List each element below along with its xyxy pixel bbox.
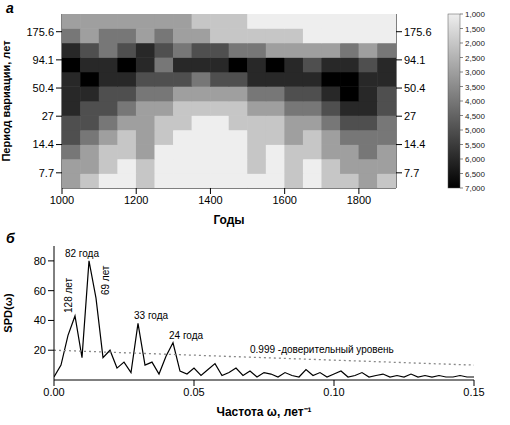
svg-text:27: 27	[404, 110, 416, 122]
html-text:a: a	[6, 0, 14, 16]
svg-text:4,000: 4,000	[465, 97, 486, 106]
svg-text:SPD(ω): SPD(ω)	[2, 293, 14, 333]
svg-text:Частота ω, лет⁻¹: Частота ω, лет⁻¹	[216, 405, 311, 419]
svg-text:0.15: 0.15	[463, 386, 484, 398]
svg-text:0.999 -доверительный уровень: 0.999 -доверительный уровень	[250, 344, 394, 355]
svg-text:3,000: 3,000	[465, 68, 486, 77]
svg-text:7.7: 7.7	[39, 167, 54, 179]
svg-text:27: 27	[42, 110, 54, 122]
svg-text:1000: 1000	[50, 194, 74, 206]
svg-text:33 года: 33 года	[134, 310, 169, 321]
svg-text:50.4: 50.4	[404, 82, 425, 94]
svg-text:1600: 1600	[272, 194, 296, 206]
svg-text:1400: 1400	[198, 194, 222, 206]
svg-text:69 лет: 69 лет	[100, 265, 111, 295]
svg-text:20: 20	[34, 344, 46, 356]
svg-text:0.05: 0.05	[183, 386, 204, 398]
svg-text:94.1: 94.1	[404, 54, 425, 66]
svg-text:175.6: 175.6	[26, 26, 54, 38]
svg-text:14.4: 14.4	[33, 138, 54, 150]
svg-text:0.00: 0.00	[43, 386, 64, 398]
svg-text:Годы: Годы	[213, 213, 244, 227]
svg-text:7,000: 7,000	[465, 184, 486, 193]
svg-text:6,500: 6,500	[465, 170, 486, 179]
svg-text:128 лет: 128 лет	[63, 277, 74, 313]
svg-text:2,000: 2,000	[465, 39, 486, 48]
svg-text:1,500: 1,500	[465, 25, 486, 34]
svg-text:24 года: 24 года	[169, 330, 204, 341]
svg-text:0.10: 0.10	[323, 386, 344, 398]
svg-text:3,500: 3,500	[465, 83, 486, 92]
svg-text:40: 40	[34, 314, 46, 326]
html-text:б: б	[6, 230, 15, 246]
svg-text:1200: 1200	[124, 194, 148, 206]
svg-text:50.4: 50.4	[33, 82, 54, 94]
svg-text:80: 80	[34, 255, 46, 267]
svg-text:6,000: 6,000	[465, 155, 486, 164]
svg-text:175.6: 175.6	[404, 26, 432, 38]
svg-text:60: 60	[34, 285, 46, 297]
svg-text:94.1: 94.1	[33, 54, 54, 66]
svg-text:1,000: 1,000	[465, 10, 486, 19]
svg-text:5,500: 5,500	[465, 141, 486, 150]
svg-text:5,000: 5,000	[465, 126, 486, 135]
svg-text:14.4: 14.4	[404, 138, 425, 150]
svg-text:82 года: 82 года	[65, 248, 100, 259]
svg-text:4,500: 4,500	[465, 112, 486, 121]
svg-text:2,500: 2,500	[465, 54, 486, 63]
svg-text:7.7: 7.7	[404, 167, 419, 179]
svg-text:1800: 1800	[347, 194, 371, 206]
svg-text:Период вариации, лет: Период вариации, лет	[0, 40, 12, 162]
